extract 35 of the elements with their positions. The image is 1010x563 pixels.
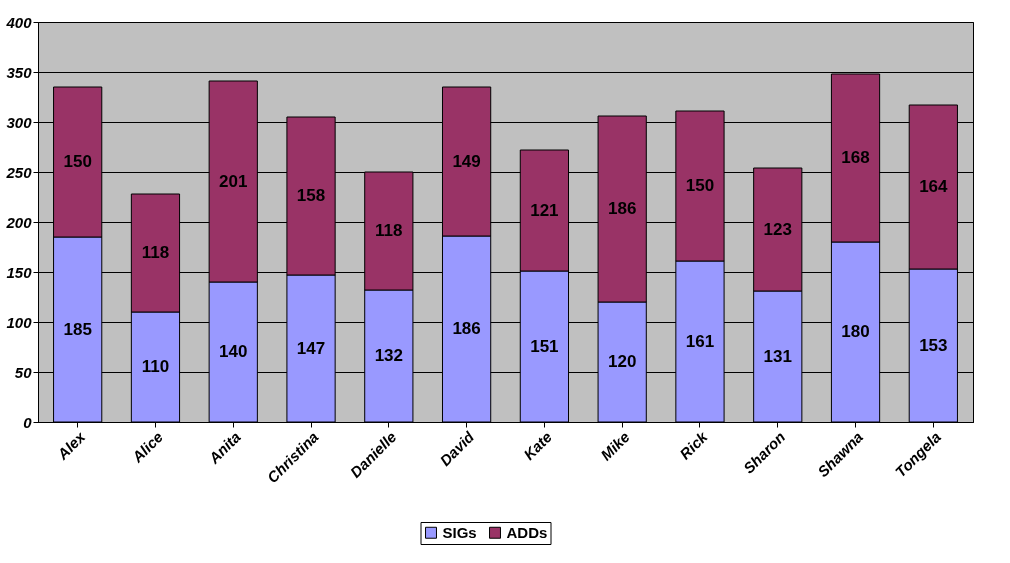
data-label: 161 [685, 331, 715, 351]
data-label: 123 [763, 219, 792, 239]
data-label: 186 [607, 199, 637, 218]
legend-label: ADDs [506, 523, 548, 541]
y-tick-label: 250 [5, 163, 33, 181]
data-label: 121 [530, 200, 559, 220]
data-label: 150 [685, 176, 715, 195]
legend-label: SIGs [442, 523, 477, 541]
y-tick-label: 100 [6, 313, 33, 331]
data-label: 168 [841, 148, 870, 167]
data-label: 185 [63, 319, 92, 339]
data-label: 149 [452, 151, 481, 171]
y-tick-label: 400 [5, 13, 33, 31]
data-label: 118 [141, 243, 170, 262]
data-label: 180 [841, 322, 870, 341]
data-label: 120 [607, 352, 637, 371]
data-label: 151 [530, 336, 559, 356]
data-label: 132 [374, 346, 404, 365]
y-tick-label: 50 [14, 363, 33, 381]
data-label: 118 [375, 221, 403, 240]
data-label: 153 [919, 335, 948, 355]
data-label: 147 [296, 338, 326, 358]
y-tick-label: 350 [6, 63, 33, 81]
data-label: 164 [919, 177, 949, 196]
y-tick-label: 150 [6, 263, 33, 281]
y-tick-label: 0 [23, 413, 33, 431]
data-label: 150 [63, 152, 92, 171]
data-label: 186 [452, 319, 481, 338]
y-tick-label: 200 [5, 213, 33, 231]
data-label: 140 [219, 342, 248, 361]
data-label: 131 [763, 346, 792, 366]
data-label: 110 [141, 357, 170, 376]
data-label: 201 [219, 171, 248, 191]
data-label: 158 [296, 186, 326, 205]
y-tick-label: 300 [6, 113, 33, 131]
